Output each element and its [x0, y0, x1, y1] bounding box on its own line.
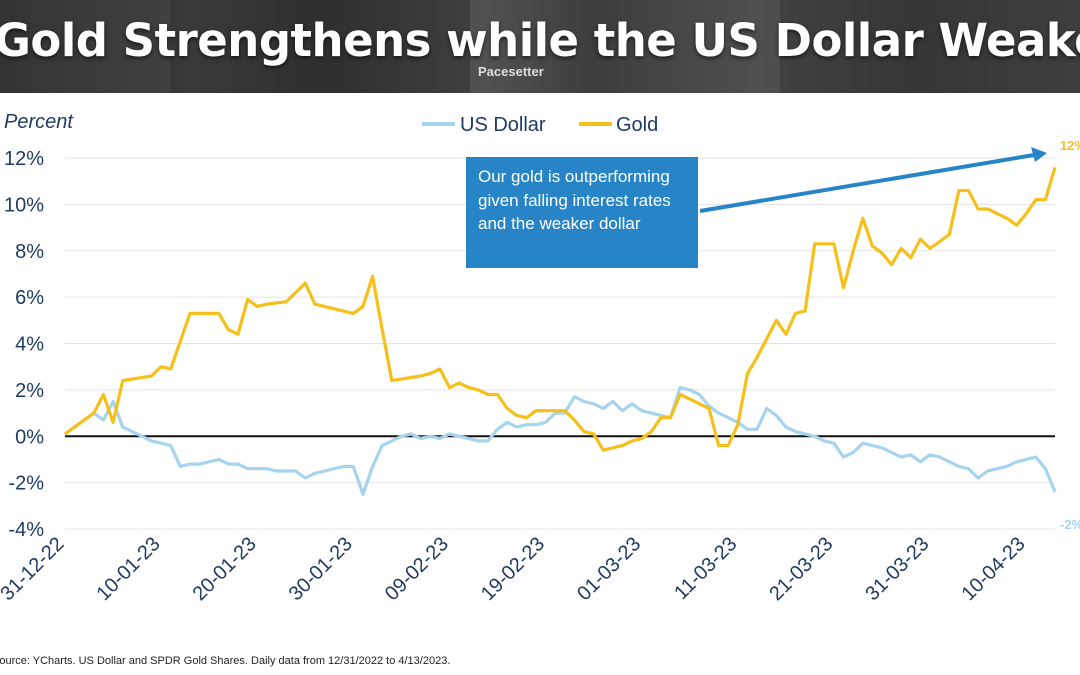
y-tick-label: 0%: [15, 426, 44, 448]
banner-photo: [170, 0, 470, 93]
us-dollar-end-label: -2%: [1060, 517, 1080, 532]
x-tick-label: 31-12-22: [0, 533, 69, 605]
banner-photo: [0, 0, 170, 93]
legend: US Dollar Gold: [422, 114, 658, 136]
x-tick-label: 31-03-23: [861, 533, 933, 605]
y-tick-label: 8%: [15, 241, 44, 263]
x-tick-label: 10-04-23: [958, 533, 1030, 605]
x-tick-label: 19-02-23: [477, 533, 549, 605]
callout-box: Our gold is outperforming given falling …: [466, 157, 698, 268]
banner-caption: Pacesetter: [478, 64, 544, 79]
x-tick-label: 11-03-23: [670, 533, 741, 604]
legend-label-gold: Gold: [616, 114, 658, 136]
series-lines: [64, 166, 1057, 496]
x-tick-label: 10-01-23: [92, 533, 164, 605]
y-tick-label: 4%: [15, 334, 44, 356]
callout-arrow-head: [1031, 147, 1047, 162]
slide-title: Gold Strengthens while the US Dollar Wea…: [0, 14, 1080, 67]
y-tick-label: 10%: [4, 194, 44, 216]
x-tick-label: 30-01-23: [285, 533, 357, 605]
y-tick-label: 2%: [15, 380, 44, 402]
callout-arrow: [699, 153, 1035, 213]
gold-end-label: 12%: [1060, 138, 1080, 153]
banner-photo: [780, 0, 1080, 93]
x-tick-label: 21-03-23: [765, 533, 837, 605]
x-tick-label: 01-03-23: [573, 533, 645, 605]
line-chart: 12% 10% 8% 6% 4% 2% 0% -2% -4%31-12-22 10-01-23 20…: [0, 111, 1080, 605]
banner-photo: [470, 0, 780, 93]
header-banner: Pacesetter Gold Strengthens while the US…: [0, 0, 1080, 93]
y-tick-label: -4%: [8, 519, 44, 541]
legend-label-us-dollar: US Dollar: [460, 114, 546, 136]
y-tick-label: -2%: [8, 473, 44, 495]
series-line-gold: [64, 166, 1057, 452]
y-tick-label: 6%: [15, 287, 44, 309]
y-axis-label: Percent: [4, 111, 74, 133]
x-tick-label: 09-02-23: [381, 533, 453, 605]
series-line-us-dollar: [64, 386, 1057, 496]
x-tick-label: 20-01-23: [189, 533, 261, 605]
source-note: Source: YCharts. US Dollar and SPDR Gold…: [0, 655, 451, 667]
y-tick-label: 12%: [4, 148, 44, 170]
